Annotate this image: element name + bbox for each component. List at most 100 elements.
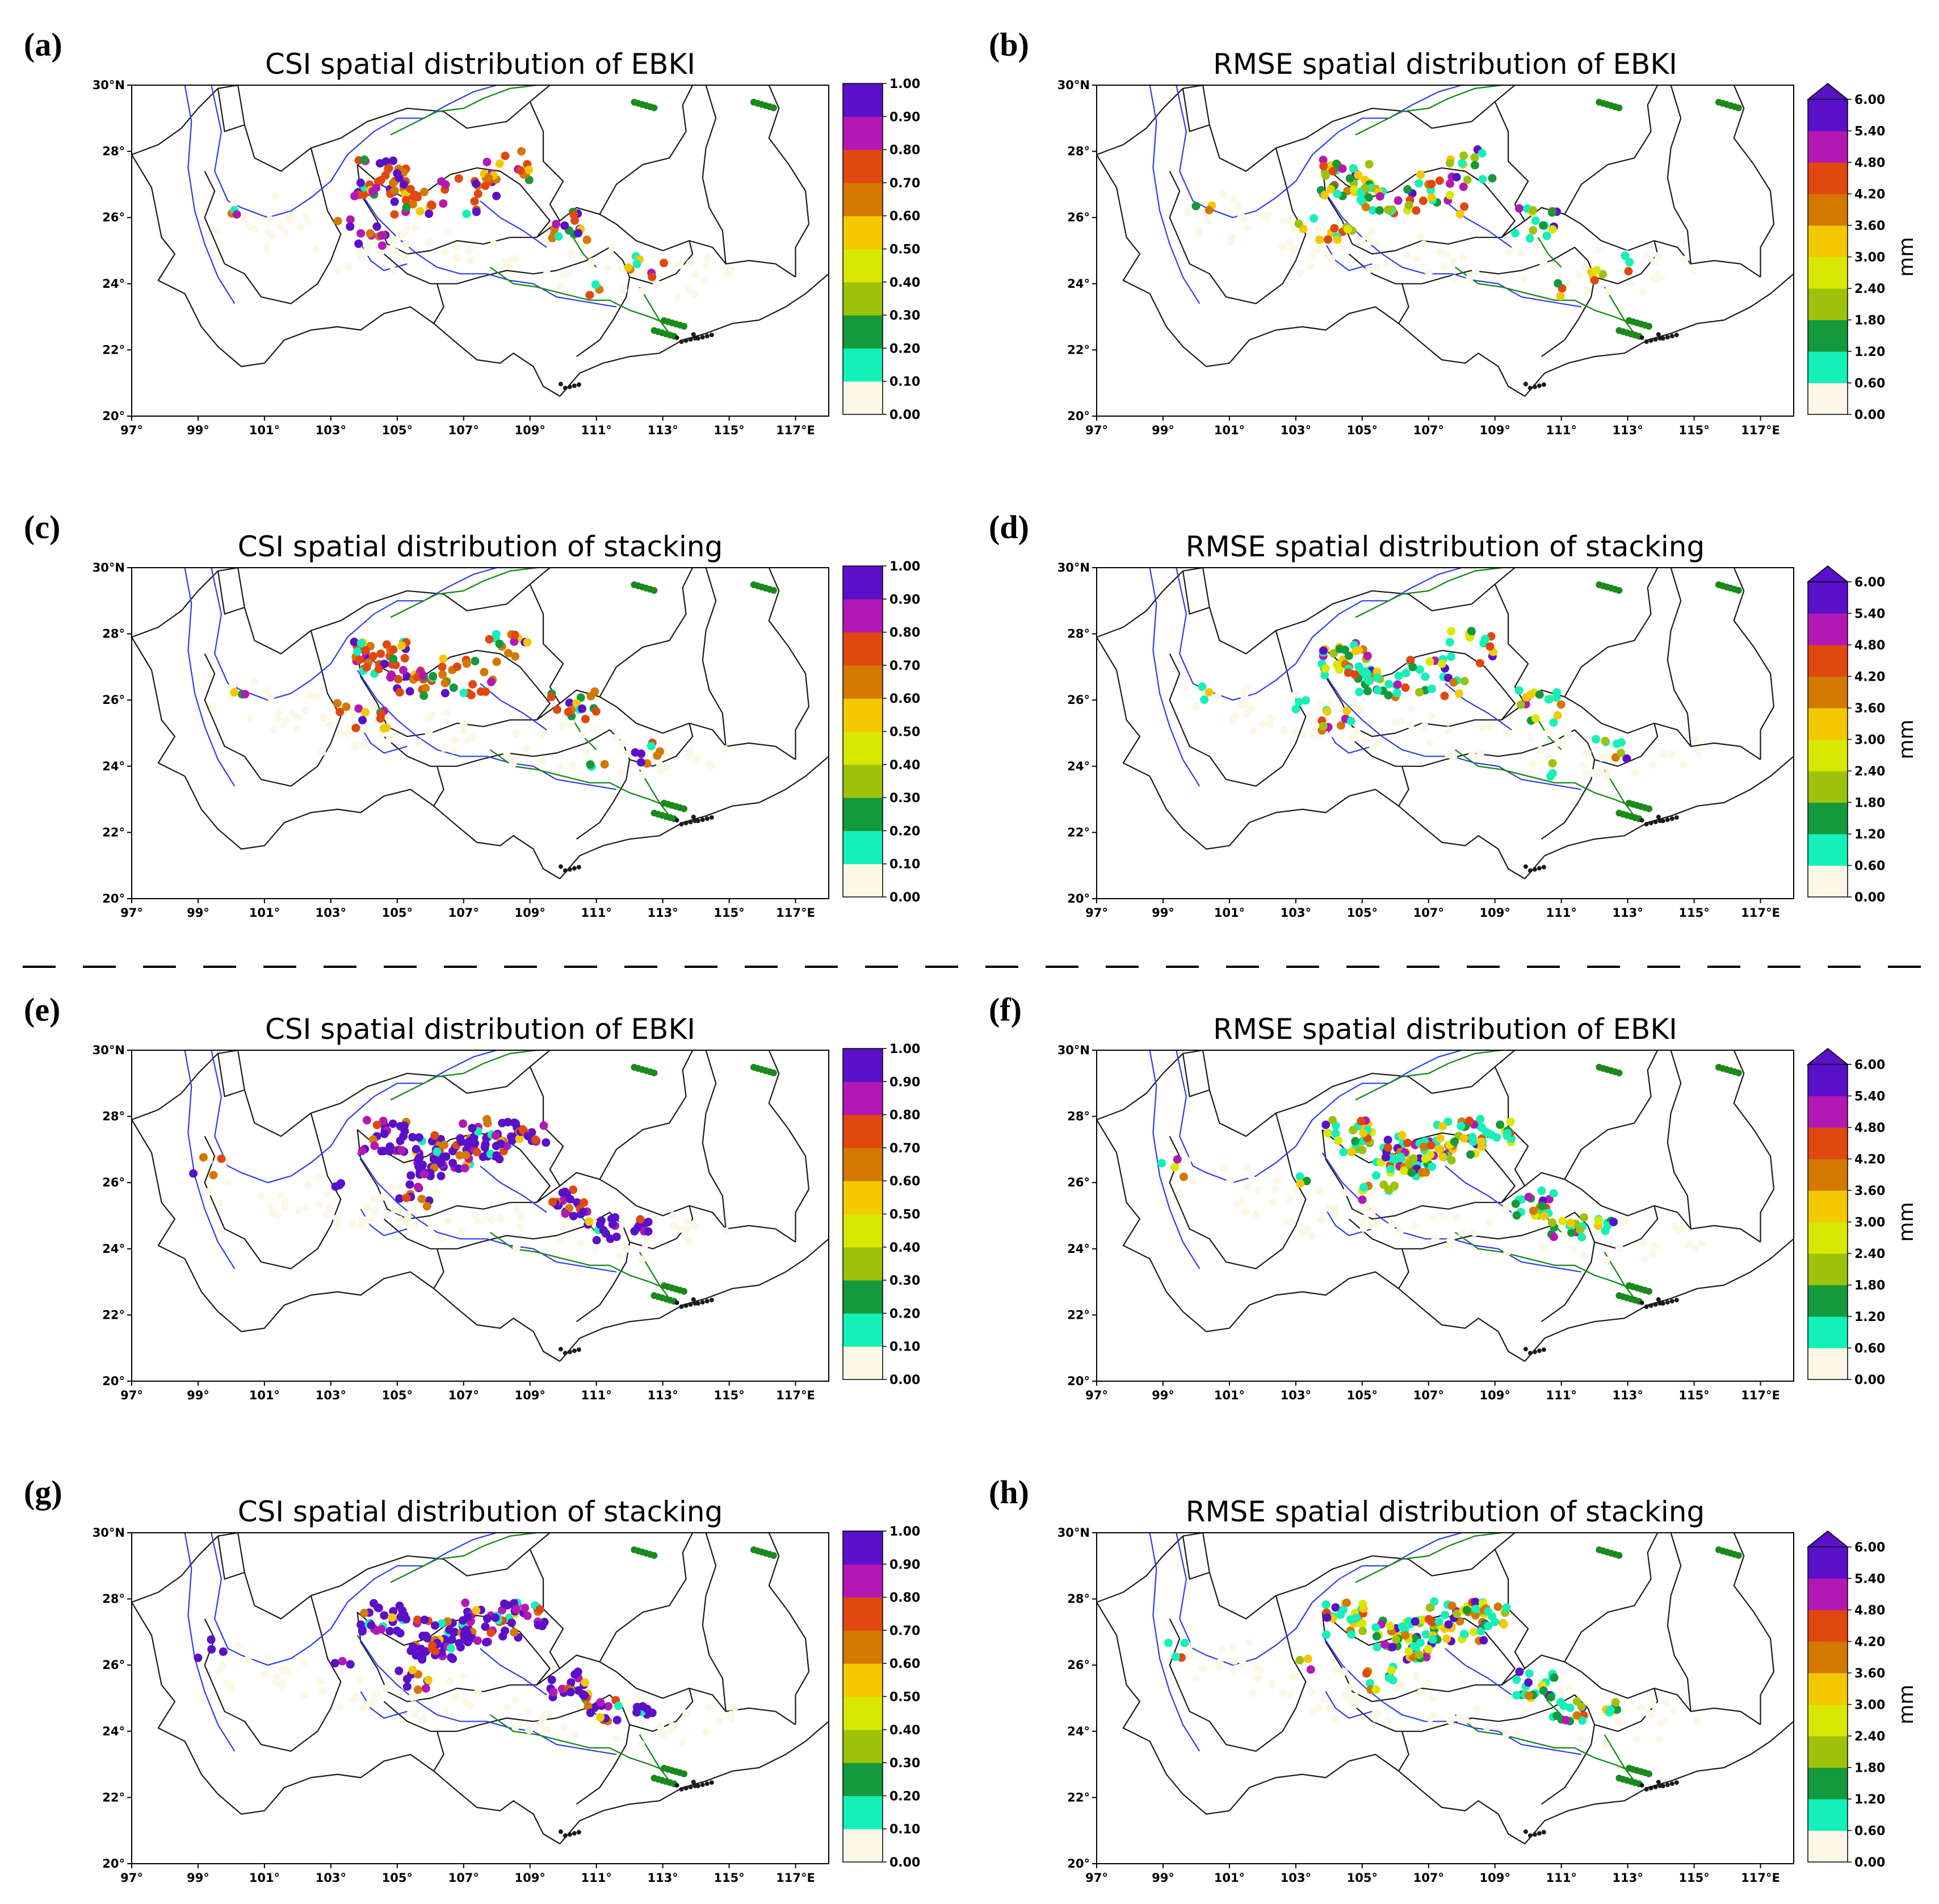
colorbar-label: 0.60 xyxy=(889,1175,920,1189)
station-dot xyxy=(1372,1632,1381,1641)
map-frame xyxy=(1096,567,1794,899)
lon-tick-label: 117°E xyxy=(1741,1871,1780,1885)
colorbar-unit: mm xyxy=(1895,1684,1918,1724)
station-dot xyxy=(523,1611,532,1620)
station-dot xyxy=(402,240,410,249)
lon-tick-label: 117°E xyxy=(1741,1389,1780,1402)
lake-coast-line xyxy=(390,568,537,618)
station-dot xyxy=(440,689,450,698)
station-dot xyxy=(1408,662,1417,672)
station-dot xyxy=(1373,240,1382,248)
lon-tick-label: 103° xyxy=(316,906,346,920)
station-dot xyxy=(1171,1653,1180,1661)
station-dot xyxy=(1345,1683,1353,1692)
colorbar-bin xyxy=(1808,1704,1848,1737)
province-border xyxy=(702,1533,727,1712)
lat-tick-label: 30°N xyxy=(93,78,125,92)
station-dot xyxy=(1416,1688,1425,1697)
station-dot xyxy=(224,1179,232,1188)
station-dot xyxy=(524,1708,532,1716)
station-dot xyxy=(1572,1711,1581,1720)
station-dot xyxy=(1506,1117,1515,1126)
station-dot xyxy=(1538,1244,1547,1252)
station-dot xyxy=(656,1722,664,1731)
panel-title: CSI spatial distribution of EBKI xyxy=(265,1013,695,1046)
station-dot xyxy=(389,156,397,165)
station-dot xyxy=(1198,682,1207,691)
map-features xyxy=(1097,85,1794,397)
station-dot xyxy=(580,1691,589,1700)
station-dot xyxy=(524,165,534,174)
station-dot xyxy=(1359,1183,1368,1192)
province-border xyxy=(1182,88,1210,132)
island-mark xyxy=(1656,1780,1661,1785)
colorbar-bin xyxy=(843,863,883,898)
station-dot xyxy=(1186,1651,1194,1660)
colorbar-label: 1.00 xyxy=(889,560,920,574)
station-dot xyxy=(467,1701,475,1709)
island-mark xyxy=(576,382,581,387)
colorbar-label: 3.00 xyxy=(1854,1216,1885,1230)
island-mark xyxy=(1527,385,1533,391)
station-dot xyxy=(1331,1208,1339,1217)
province-border xyxy=(1182,1536,1210,1580)
colorbar-label: 3.00 xyxy=(1854,733,1885,748)
island-mark xyxy=(691,1297,696,1302)
colorbar-label: 4.20 xyxy=(1854,188,1885,202)
lake-mark xyxy=(1646,1770,1653,1777)
province-border xyxy=(1733,568,1774,760)
station-dot xyxy=(356,639,366,648)
station-dot xyxy=(637,1740,645,1748)
station-dot xyxy=(1332,1666,1340,1674)
colorbar-label: 0.70 xyxy=(889,1142,920,1156)
station-dot xyxy=(614,1734,622,1743)
station-dot xyxy=(1583,286,1592,295)
island-mark xyxy=(688,337,693,342)
station-dot xyxy=(1357,189,1366,198)
colorbar-extend-arrow xyxy=(1806,565,1849,582)
station-dot xyxy=(1546,1693,1555,1702)
station-dot xyxy=(1329,729,1337,737)
lon-tick-label: 113° xyxy=(1612,1871,1643,1885)
station-dot xyxy=(1542,232,1551,241)
station-dot xyxy=(438,662,447,672)
lon-tick-label: 97° xyxy=(1085,423,1108,437)
colorbar-bin xyxy=(843,831,883,865)
station-dot xyxy=(568,761,577,770)
station-dot xyxy=(1362,669,1371,678)
station-dot xyxy=(379,724,388,733)
lat-tick-label: 22° xyxy=(1067,825,1090,839)
station-dot xyxy=(1539,259,1548,267)
lat-tick-label: 24° xyxy=(102,1725,125,1738)
station-dot xyxy=(1444,726,1453,735)
station-dot xyxy=(1647,1710,1656,1718)
station-dot xyxy=(1455,209,1464,219)
island-mark xyxy=(567,1349,572,1354)
station-dot xyxy=(312,245,321,253)
station-dot xyxy=(1286,238,1294,247)
lake-mark xyxy=(1646,322,1653,330)
station-dot xyxy=(1349,1126,1358,1135)
station-dot xyxy=(371,1207,379,1215)
station-dot xyxy=(1444,1620,1453,1629)
station-dot xyxy=(319,714,328,722)
station-dot xyxy=(1659,750,1668,758)
station-dot xyxy=(1446,179,1454,188)
station-dot xyxy=(461,1598,470,1607)
island-mark xyxy=(1537,1348,1542,1353)
station-dot xyxy=(1239,1660,1248,1668)
island-mark xyxy=(1527,1833,1533,1838)
station-dot xyxy=(1459,254,1467,262)
river-line xyxy=(1325,244,1373,271)
station-dot xyxy=(1329,649,1338,658)
station-dot xyxy=(465,246,473,254)
map-area: 97° 99° 101° 103° 105° 107° 109° 111° 113° 115° 11… xyxy=(93,561,829,920)
station-dot xyxy=(1349,1696,1357,1704)
station-dot xyxy=(1279,216,1288,225)
station-dot xyxy=(1370,1206,1378,1214)
island-mark xyxy=(1648,338,1653,343)
lat-tick-label: 30°N xyxy=(1057,78,1090,92)
